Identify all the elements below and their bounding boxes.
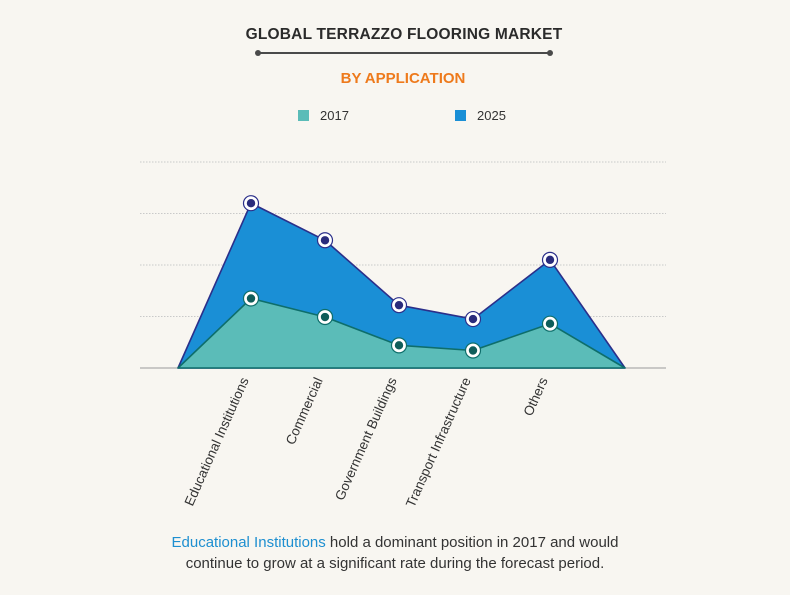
title-divider xyxy=(255,50,553,56)
x-axis-tick-labels: Educational Institutions Commercial Govern… xyxy=(182,375,551,510)
series-area-2017 xyxy=(177,297,626,369)
marker-2025-2 xyxy=(316,232,334,249)
x-tick-label: Commercial xyxy=(283,375,326,447)
x-tick-label: Government Buildings xyxy=(332,375,400,503)
caption-line1: hold a dominant position in 2017 and wou… xyxy=(325,534,619,551)
chart-subtitle: BY APPLICATION xyxy=(340,70,466,87)
legend-label-2017: 2017 xyxy=(320,108,349,123)
x-tick-label: Others xyxy=(521,375,551,418)
marker-2025-1 xyxy=(242,195,260,212)
chart-title: GLOBAL TERRAZZO FLOORING MARKET xyxy=(245,26,563,43)
marker-2025-3 xyxy=(390,297,408,314)
legend-item-2025: 2025 xyxy=(455,108,506,123)
caption-line2: continue to grow at a significant rate d… xyxy=(185,555,605,572)
marker-2017-5 xyxy=(541,315,559,332)
data-markers xyxy=(242,195,559,359)
marker-2017-2 xyxy=(316,308,334,326)
marker-2017-3 xyxy=(390,337,408,354)
marker-2017-1 xyxy=(242,290,260,307)
marker-2025-5 xyxy=(541,251,559,268)
legend-swatch-2017 xyxy=(298,110,309,121)
marker-2025-4 xyxy=(464,310,482,328)
x-tick-label: Educational Institutions xyxy=(182,375,252,508)
legend-item-2017: 2017 xyxy=(298,108,349,123)
x-tick-label: Transport Infrastructure xyxy=(403,375,474,510)
chart-caption: Educational Institutions hold a dominant… xyxy=(0,532,790,574)
legend-label-2025: 2025 xyxy=(477,108,506,123)
series-areas xyxy=(177,202,626,369)
caption-highlight: Educational Institutions xyxy=(171,534,326,551)
legend-swatch-2025 xyxy=(455,110,466,121)
marker-2017-4 xyxy=(464,342,482,359)
